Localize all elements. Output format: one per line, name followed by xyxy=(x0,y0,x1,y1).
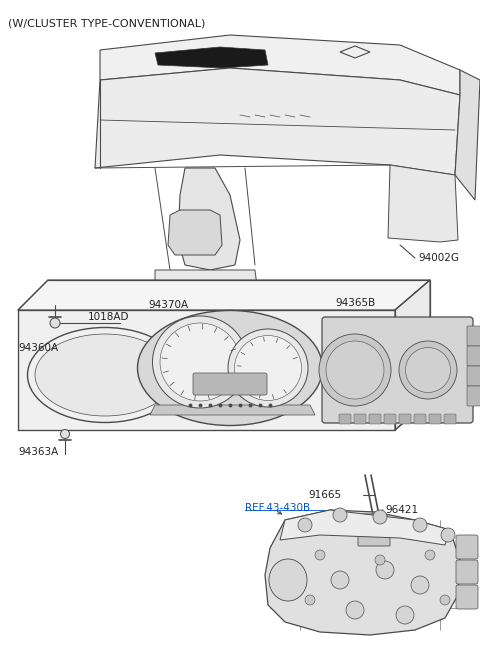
Polygon shape xyxy=(280,510,450,545)
Polygon shape xyxy=(178,168,240,270)
FancyBboxPatch shape xyxy=(467,326,480,346)
Circle shape xyxy=(50,318,60,328)
Text: REF.43-430B: REF.43-430B xyxy=(245,503,310,513)
Circle shape xyxy=(373,510,387,524)
Circle shape xyxy=(376,561,394,579)
Polygon shape xyxy=(18,310,395,430)
FancyBboxPatch shape xyxy=(354,414,366,424)
Text: 94365B: 94365B xyxy=(335,298,375,308)
Ellipse shape xyxy=(399,341,457,399)
Ellipse shape xyxy=(406,348,451,392)
Ellipse shape xyxy=(269,559,307,601)
FancyBboxPatch shape xyxy=(467,386,480,406)
FancyBboxPatch shape xyxy=(358,534,390,546)
Circle shape xyxy=(375,555,385,565)
Ellipse shape xyxy=(27,327,182,422)
Ellipse shape xyxy=(319,334,391,406)
Circle shape xyxy=(60,430,70,438)
Circle shape xyxy=(346,601,364,619)
Circle shape xyxy=(305,595,315,605)
FancyBboxPatch shape xyxy=(456,560,478,584)
FancyBboxPatch shape xyxy=(399,414,411,424)
Circle shape xyxy=(413,518,427,532)
FancyBboxPatch shape xyxy=(456,535,478,559)
Circle shape xyxy=(315,550,325,560)
Text: 1018AD: 1018AD xyxy=(88,312,130,322)
Ellipse shape xyxy=(235,335,301,401)
Polygon shape xyxy=(155,270,260,310)
Circle shape xyxy=(298,518,312,532)
Text: 96421: 96421 xyxy=(385,505,418,515)
Circle shape xyxy=(331,571,349,589)
FancyBboxPatch shape xyxy=(414,414,426,424)
Circle shape xyxy=(333,508,347,522)
Polygon shape xyxy=(168,210,222,255)
Circle shape xyxy=(411,576,429,594)
FancyBboxPatch shape xyxy=(467,366,480,386)
Circle shape xyxy=(425,550,435,560)
FancyBboxPatch shape xyxy=(467,346,480,366)
Polygon shape xyxy=(388,165,458,242)
FancyBboxPatch shape xyxy=(322,317,473,423)
Text: 94370A: 94370A xyxy=(148,300,188,310)
FancyBboxPatch shape xyxy=(361,514,387,540)
Ellipse shape xyxy=(160,323,240,401)
Polygon shape xyxy=(150,405,315,415)
Polygon shape xyxy=(100,35,460,95)
Polygon shape xyxy=(155,47,268,68)
FancyBboxPatch shape xyxy=(369,414,381,424)
Polygon shape xyxy=(265,510,460,635)
Text: 94363A: 94363A xyxy=(18,447,58,457)
Text: (W/CLUSTER TYPE-CONVENTIONAL): (W/CLUSTER TYPE-CONVENTIONAL) xyxy=(8,18,205,28)
FancyBboxPatch shape xyxy=(384,414,396,424)
Circle shape xyxy=(440,595,450,605)
FancyBboxPatch shape xyxy=(339,414,351,424)
FancyBboxPatch shape xyxy=(193,373,267,395)
Ellipse shape xyxy=(326,341,384,399)
FancyBboxPatch shape xyxy=(444,414,456,424)
Polygon shape xyxy=(395,280,430,430)
FancyBboxPatch shape xyxy=(456,585,478,609)
Ellipse shape xyxy=(228,329,308,407)
FancyBboxPatch shape xyxy=(429,414,441,424)
Text: 94002G: 94002G xyxy=(418,253,459,263)
Circle shape xyxy=(396,606,414,624)
Polygon shape xyxy=(455,70,480,200)
Circle shape xyxy=(441,528,455,542)
Polygon shape xyxy=(18,280,430,310)
Ellipse shape xyxy=(153,316,248,408)
Text: 94360A: 94360A xyxy=(18,343,58,353)
Ellipse shape xyxy=(137,310,323,426)
Ellipse shape xyxy=(35,334,175,416)
Text: 91665: 91665 xyxy=(308,490,341,500)
Polygon shape xyxy=(95,68,460,175)
